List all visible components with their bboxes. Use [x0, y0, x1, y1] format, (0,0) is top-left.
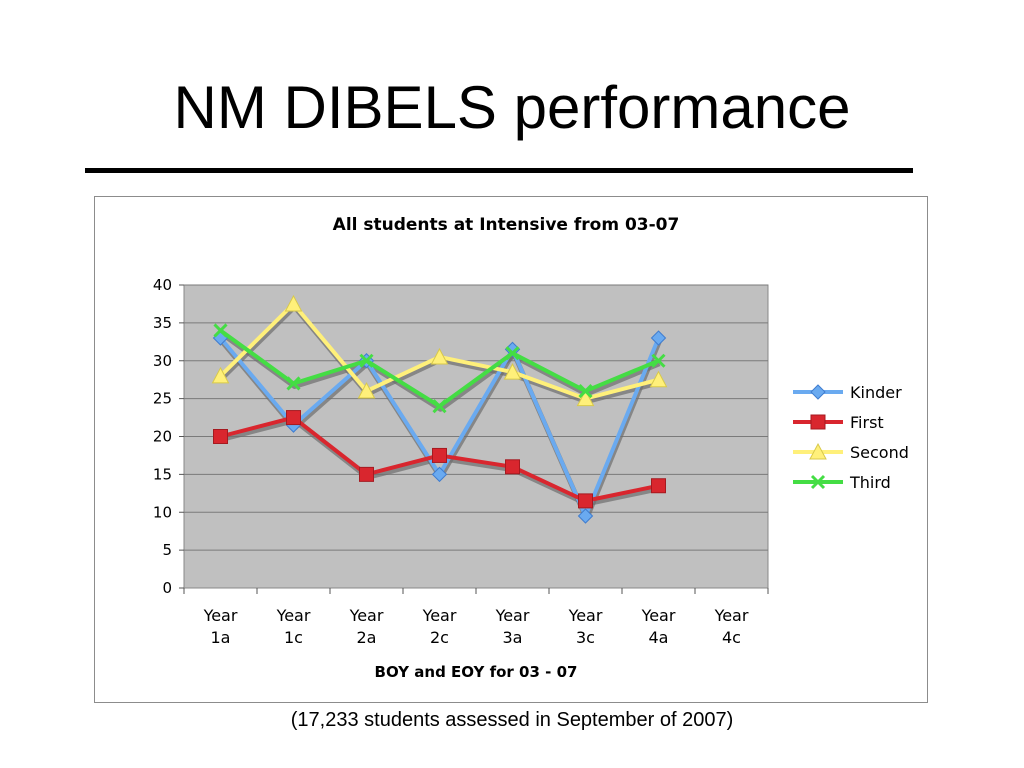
- data-point-second: [503, 363, 522, 380]
- legend-marker: [810, 474, 826, 490]
- data-point-kinder: [650, 330, 667, 346]
- data-point-third: [359, 353, 374, 368]
- marker-stroke: [505, 346, 520, 361]
- slide-title: NM DIBELS performance: [173, 74, 851, 141]
- legend-item-kinder: Kinder: [793, 383, 902, 402]
- legend-label: Second: [850, 443, 909, 462]
- data-point-second: [430, 347, 449, 365]
- x-tick-label: Year 4c: [714, 606, 749, 647]
- data-point-first: [286, 410, 301, 426]
- title-divider: [85, 168, 913, 173]
- data-point-first: [505, 459, 520, 475]
- data-point-third: [651, 353, 666, 368]
- data-point-second: [211, 366, 230, 384]
- legend-item-second: Second: [793, 442, 909, 462]
- y-tick-label: 35: [153, 314, 172, 332]
- y-tick-label: 40: [153, 276, 172, 294]
- y-tick-label: 25: [153, 390, 172, 408]
- data-point-second: [357, 381, 376, 399]
- legend-marker: [810, 414, 826, 430]
- legend-label: First: [850, 413, 884, 432]
- data-point-second: [649, 370, 668, 388]
- x-tick-label: Year 2a: [349, 606, 384, 647]
- x-tick-label: Year 1c: [276, 606, 311, 647]
- x-tick-label: Year 2c: [422, 606, 457, 647]
- marker-stroke: [651, 353, 666, 368]
- legend-marker: [810, 384, 826, 400]
- marker-stroke: [359, 353, 374, 368]
- slide-caption: (17,233 students assessed in September o…: [290, 709, 734, 731]
- y-tick-label: 15: [153, 465, 172, 483]
- marker-stroke: [286, 376, 301, 391]
- marker-stroke: [432, 399, 447, 414]
- data-point-second: [284, 294, 303, 312]
- data-point-third: [578, 383, 593, 399]
- data-point-first: [651, 478, 666, 494]
- marker-stroke: [578, 383, 593, 399]
- x-tick-label: Year 3a: [495, 606, 530, 647]
- x-axis-label: BOY and EOY for 03 - 07: [375, 663, 578, 681]
- x-tick-label: Year 3c: [568, 606, 603, 647]
- data-point-third: [505, 346, 520, 361]
- x-tick-label: Year 1a: [203, 606, 238, 647]
- data-point-first: [213, 429, 228, 444]
- data-point-kinder: [577, 508, 594, 524]
- line-chart: All students at Intensive from 03-07 0 5 10…: [153, 215, 909, 681]
- x-tick-label: Year 4a: [641, 606, 676, 647]
- data-point-third: [286, 376, 301, 391]
- legend-item-first: First: [793, 413, 884, 432]
- data-point-third: [213, 323, 228, 338]
- data-point-kinder: [431, 466, 448, 483]
- legend-item-third: Third: [793, 473, 891, 492]
- data-point-second: [576, 389, 595, 407]
- data-point-first: [578, 493, 593, 509]
- y-tick-label: 10: [153, 503, 172, 521]
- legend-label: Kinder: [850, 383, 902, 402]
- data-point-first: [432, 447, 447, 463]
- data-point-third: [432, 399, 447, 414]
- marker-stroke: [810, 474, 826, 490]
- legend-marker: [809, 442, 827, 460]
- y-tick-label: 0: [162, 579, 172, 597]
- y-tick-label: 5: [162, 541, 172, 559]
- chart-title: All students at Intensive from 03-07: [333, 215, 680, 235]
- y-tick-label: 20: [153, 428, 172, 446]
- chart-frame: All students at Intensive from 03-07 0 5 10…: [94, 196, 928, 703]
- y-tick-label: 30: [153, 352, 172, 370]
- legend-label: Third: [849, 473, 891, 492]
- marker-stroke: [213, 323, 228, 338]
- data-point-first: [359, 466, 374, 482]
